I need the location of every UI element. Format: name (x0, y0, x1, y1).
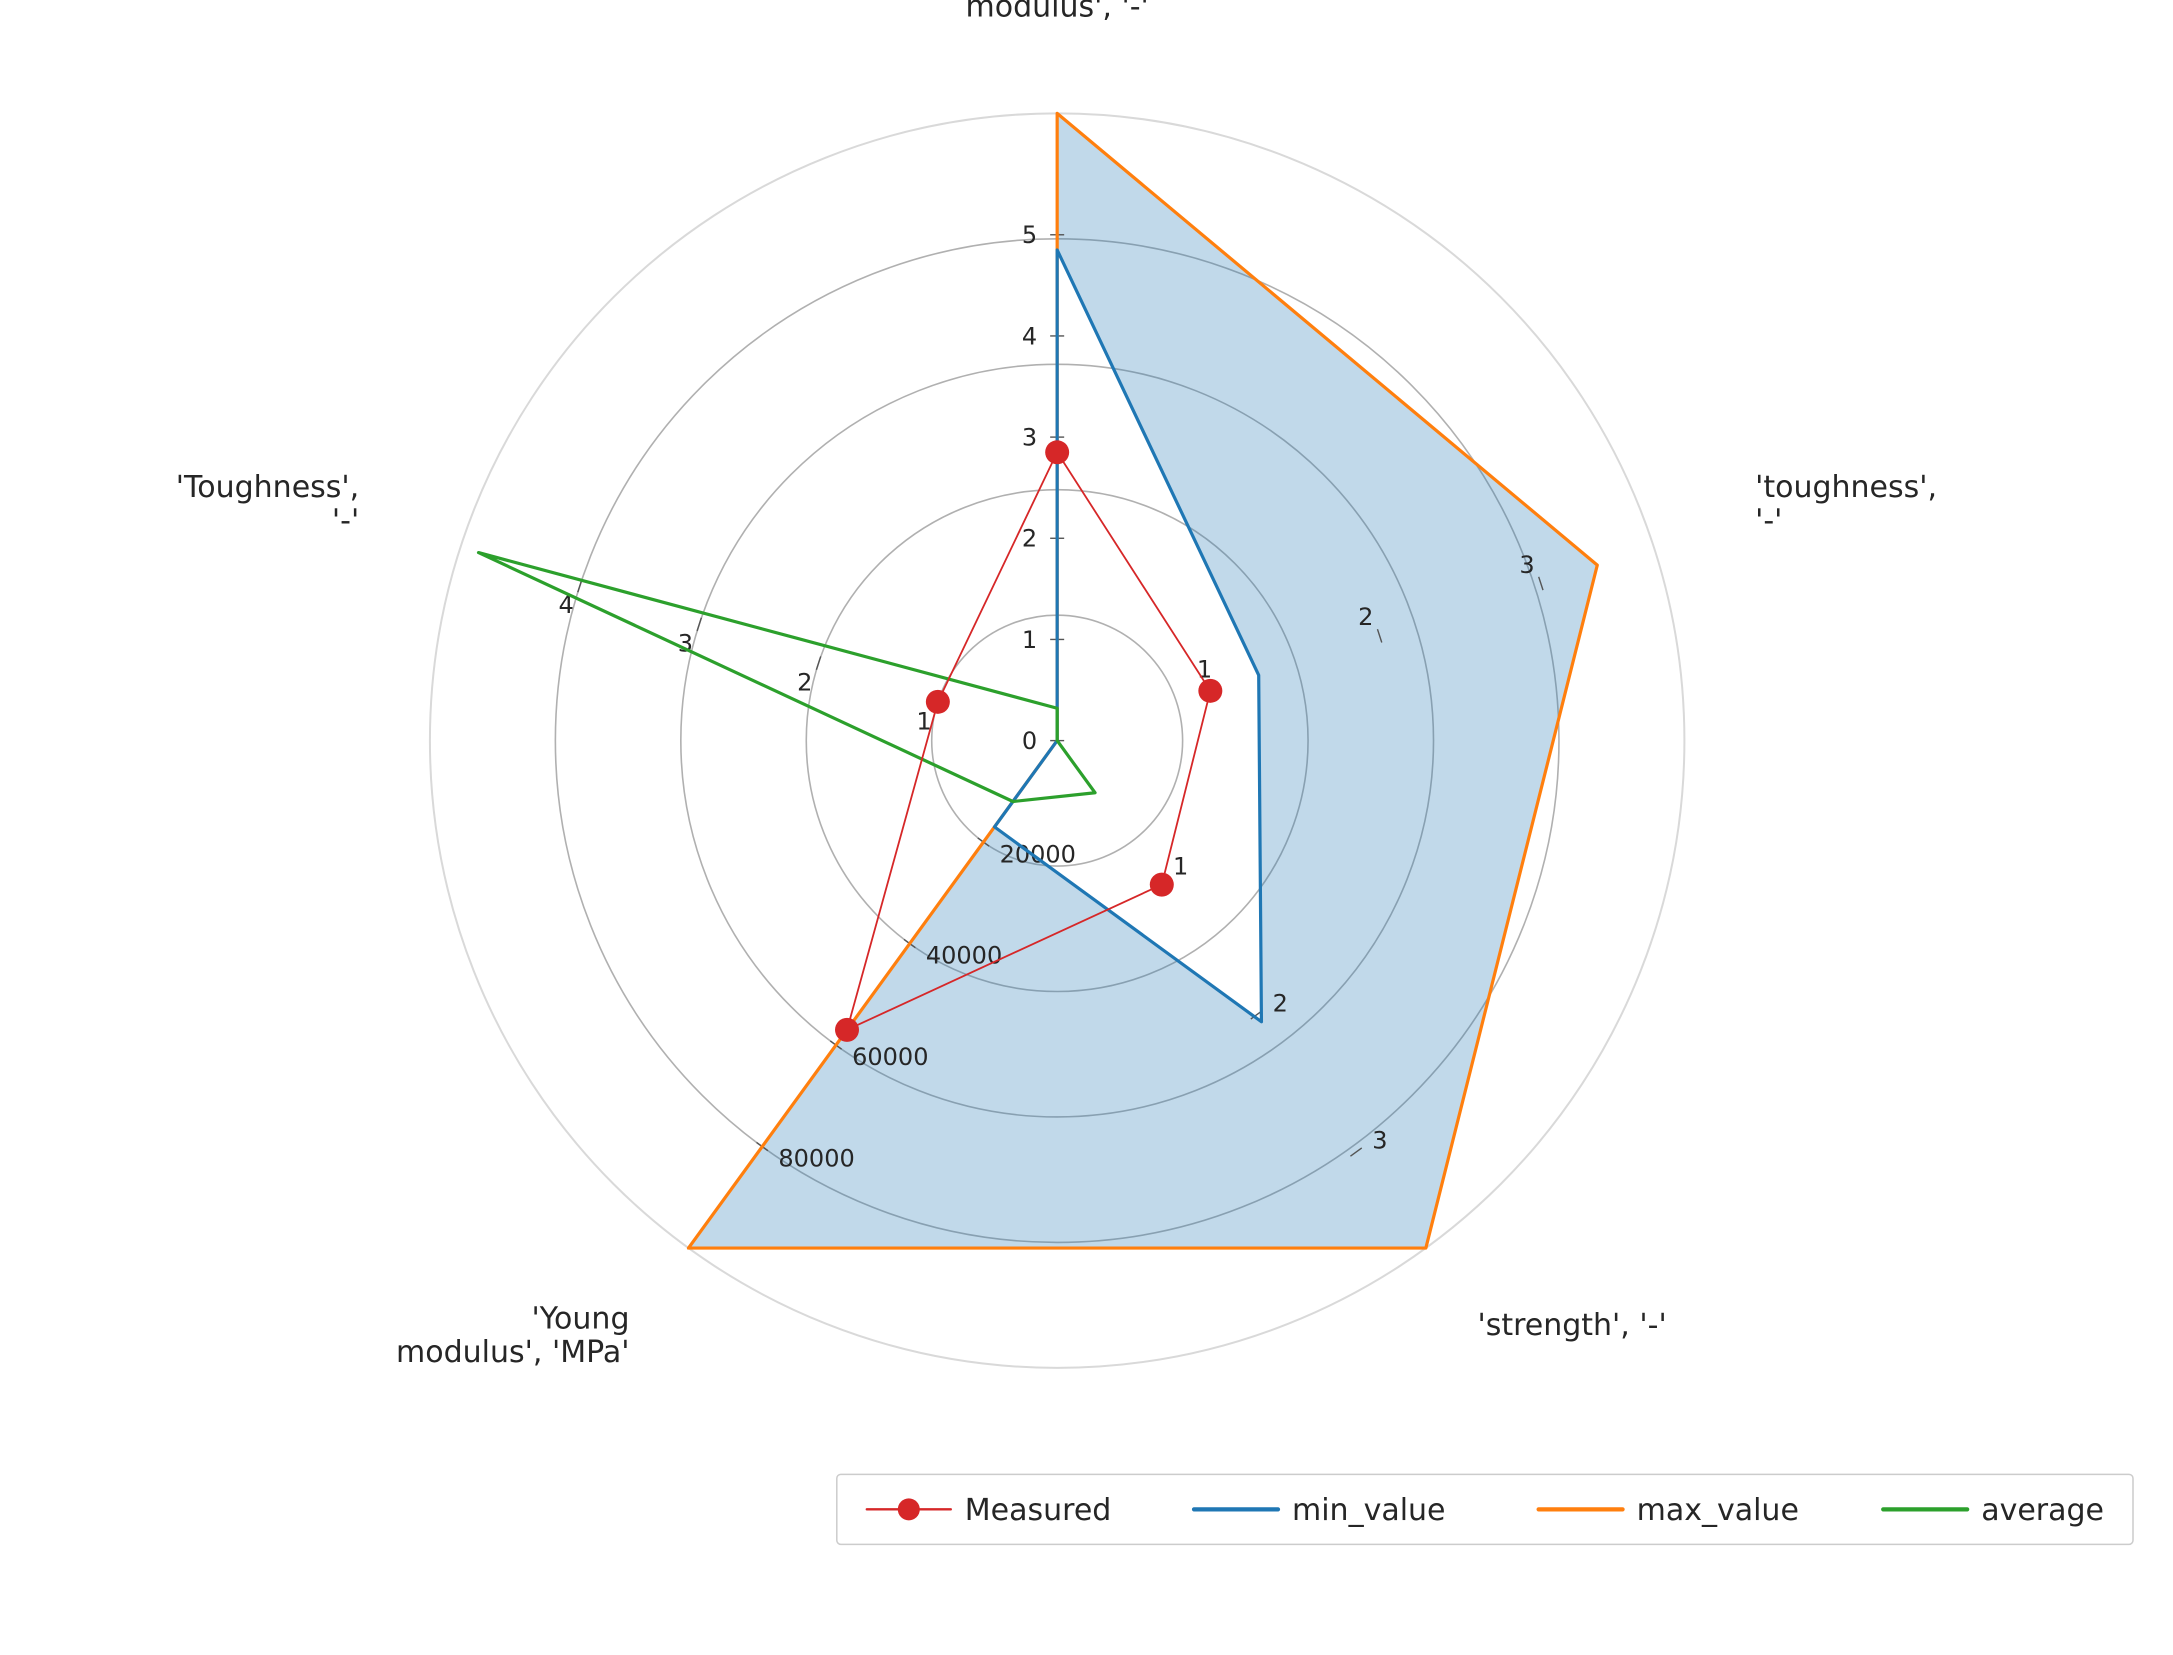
series-measured-marker (926, 690, 950, 714)
radar-chart: 012345123123200004000060000800001234'you… (0, 0, 2173, 1655)
legend-label: Measured (965, 1493, 1112, 1528)
axis-label: 'strength', '-' (1477, 1308, 1666, 1343)
tick-label: 3 (1519, 551, 1534, 579)
legend: Measured min_value max_value average (837, 1474, 2133, 1544)
tick-label: 40000 (926, 942, 1002, 970)
series-measured-marker (1150, 873, 1174, 897)
legend-marker (898, 1498, 920, 1520)
legend-label: min_value (1292, 1493, 1446, 1528)
tick-label: 0 (1022, 727, 1037, 755)
legend-label: max_value (1637, 1493, 1799, 1528)
tick-label: 5 (1022, 221, 1037, 249)
legend-label: average (1981, 1493, 2104, 1528)
tick-label: 20000 (1000, 840, 1076, 868)
series-measured-marker (1198, 679, 1222, 703)
tick-label: 4 (1022, 322, 1037, 350)
series-measured-marker (835, 1018, 859, 1042)
tick-label: 3 (1372, 1127, 1387, 1155)
tick-label: 2 (1022, 525, 1037, 553)
tick-label: 1 (1173, 852, 1188, 880)
tick-label: 60000 (852, 1043, 928, 1071)
tick-label: 3 (678, 630, 693, 658)
tick-label: 80000 (778, 1145, 854, 1173)
tick-label: 2 (1273, 990, 1288, 1018)
tick-label: 3 (1022, 424, 1037, 452)
tick-label: 2 (797, 669, 812, 697)
tick-label: 2 (1358, 603, 1373, 631)
series-measured-marker (1045, 440, 1069, 464)
tick-label: 1 (1022, 626, 1037, 654)
axis-label: 'youngmodulus', '-' (966, 0, 1149, 24)
